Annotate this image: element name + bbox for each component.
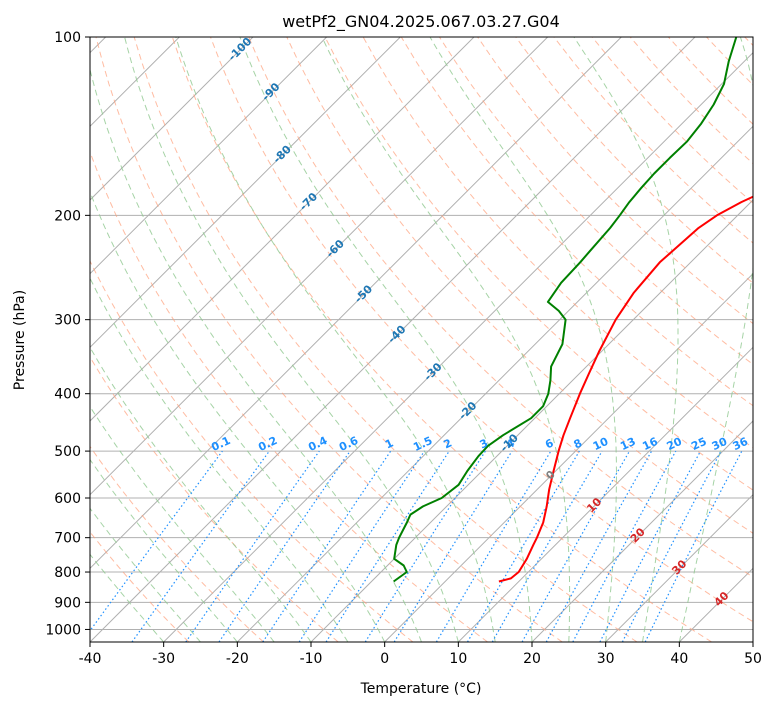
dry-adiabat-line bbox=[210, 37, 753, 623]
moist-adiabat-line bbox=[175, 37, 496, 642]
dry-adiabat-line bbox=[133, 37, 638, 642]
y-tick-label: 400 bbox=[54, 387, 81, 403]
y-tick-label: 300 bbox=[54, 313, 81, 329]
dry-adiabat-line bbox=[248, 37, 753, 578]
moist-adiabat-line bbox=[90, 458, 238, 642]
mixing-ratio-line bbox=[466, 450, 580, 642]
mixing-ratio-label: 36 bbox=[731, 435, 751, 453]
temperature-line bbox=[498, 195, 753, 583]
y-axis-label: Pressure (hPa) bbox=[12, 290, 28, 390]
mixing-ratio-line bbox=[325, 450, 450, 642]
moist-adiabat-line bbox=[321, 37, 571, 642]
dry-adiabat-line bbox=[171, 37, 712, 642]
isotherm-line bbox=[90, 37, 328, 275]
x-tick-label: -20 bbox=[226, 651, 249, 667]
moist-adiabat-line bbox=[678, 37, 753, 642]
mixing-ratio-label: 30 bbox=[710, 435, 730, 453]
y-tick-label: 600 bbox=[54, 491, 81, 507]
mixing-ratio-label: 13 bbox=[618, 435, 637, 453]
plot-area bbox=[90, 37, 753, 642]
mixing-ratio-line bbox=[599, 450, 702, 642]
moist-adiabat-line bbox=[90, 277, 349, 642]
mixing-ratio-line bbox=[131, 450, 270, 642]
mixing-ratio-line bbox=[545, 450, 653, 642]
isotherm-line bbox=[605, 493, 753, 642]
moist-adiabat-line bbox=[573, 37, 679, 642]
x-tick-label: 20 bbox=[523, 651, 541, 667]
isotherm-line bbox=[90, 37, 475, 422]
moist-adiabat-line bbox=[239, 37, 533, 642]
dry-adiabat-line bbox=[286, 37, 753, 534]
x-tick-label: 10 bbox=[449, 651, 467, 667]
plot-frame bbox=[89, 36, 754, 643]
x-tick-label: 30 bbox=[597, 651, 615, 667]
mixing-ratio-line bbox=[621, 450, 722, 642]
mixing-ratio-line bbox=[90, 450, 223, 632]
dry-adiabat-line bbox=[95, 37, 563, 642]
x-tick-label: 40 bbox=[670, 651, 688, 667]
mixing-ratio-line bbox=[185, 450, 320, 642]
moist-adiabat-line bbox=[90, 507, 201, 642]
isotherm-line bbox=[90, 37, 549, 496]
y-tick-label: 1000 bbox=[45, 622, 81, 638]
axes: -40 -30 -20 -10 0 10 20 30 40 50 100 200 300 400 500 60… bbox=[45, 30, 762, 667]
y-tick-label: 800 bbox=[54, 565, 81, 581]
x-tick-label: -30 bbox=[152, 651, 175, 667]
y-tick-label: 500 bbox=[54, 444, 81, 460]
y-tick-label: 100 bbox=[54, 30, 81, 46]
mixing-ratio-line bbox=[491, 450, 603, 642]
moist-adiabat-line bbox=[90, 190, 386, 642]
y-tick-label: 200 bbox=[54, 208, 81, 224]
x-tick-label: -10 bbox=[300, 651, 323, 667]
mixing-ratio-label: 16 bbox=[640, 435, 660, 453]
isotherm-line bbox=[752, 641, 753, 642]
isotherm-line bbox=[531, 420, 753, 642]
dry-adiabat-line bbox=[515, 37, 753, 284]
dry-adiabat-line bbox=[90, 259, 414, 642]
isotherm-line bbox=[90, 37, 254, 201]
y-tick-label: 700 bbox=[54, 531, 81, 547]
background-lines bbox=[90, 37, 753, 642]
x-tick-label: 0 bbox=[380, 651, 389, 667]
dry-adiabat-line bbox=[90, 445, 264, 642]
moist-adiabat-line bbox=[90, 553, 165, 642]
chart-title: wetPf2_GN04.2025.067.03.27.G04 bbox=[282, 12, 560, 32]
dry-adiabat-line bbox=[90, 356, 339, 642]
mixing-ratio-label: 10 bbox=[591, 435, 611, 453]
isotherm-line bbox=[457, 346, 753, 642]
moist-adiabat-line bbox=[429, 37, 617, 642]
moist-adiabat-line bbox=[90, 346, 312, 642]
isotherm-line bbox=[90, 37, 401, 349]
profile-lines bbox=[393, 37, 753, 583]
x-tick-label: 50 bbox=[744, 651, 762, 667]
isotherm-line bbox=[90, 37, 622, 570]
moist-adiabat-line bbox=[124, 37, 459, 642]
y-tick-label: 900 bbox=[54, 595, 81, 611]
isotherm-line bbox=[384, 272, 753, 642]
moist-adiabat-line bbox=[90, 67, 422, 642]
x-tick-label: -40 bbox=[79, 651, 102, 667]
moist-adiabat-line bbox=[90, 405, 275, 642]
mixing-ratio-line bbox=[218, 450, 351, 642]
mixing-ratio-line bbox=[298, 450, 425, 642]
mixing-ratio-line bbox=[572, 450, 677, 642]
x-axis-label: Temperature (°C) bbox=[360, 681, 482, 697]
mixing-ratio-line bbox=[435, 450, 552, 642]
mixing-ratio-line bbox=[262, 450, 392, 642]
isotherm-line bbox=[236, 125, 753, 642]
mixing-ratio-label: 25 bbox=[689, 435, 708, 453]
dewpoint-line bbox=[393, 37, 738, 583]
mixing-ratio-line bbox=[644, 450, 743, 642]
isotherm-line bbox=[163, 51, 753, 642]
mixing-ratio-label: 20 bbox=[665, 435, 685, 453]
dry-adiabat-line bbox=[324, 37, 753, 491]
